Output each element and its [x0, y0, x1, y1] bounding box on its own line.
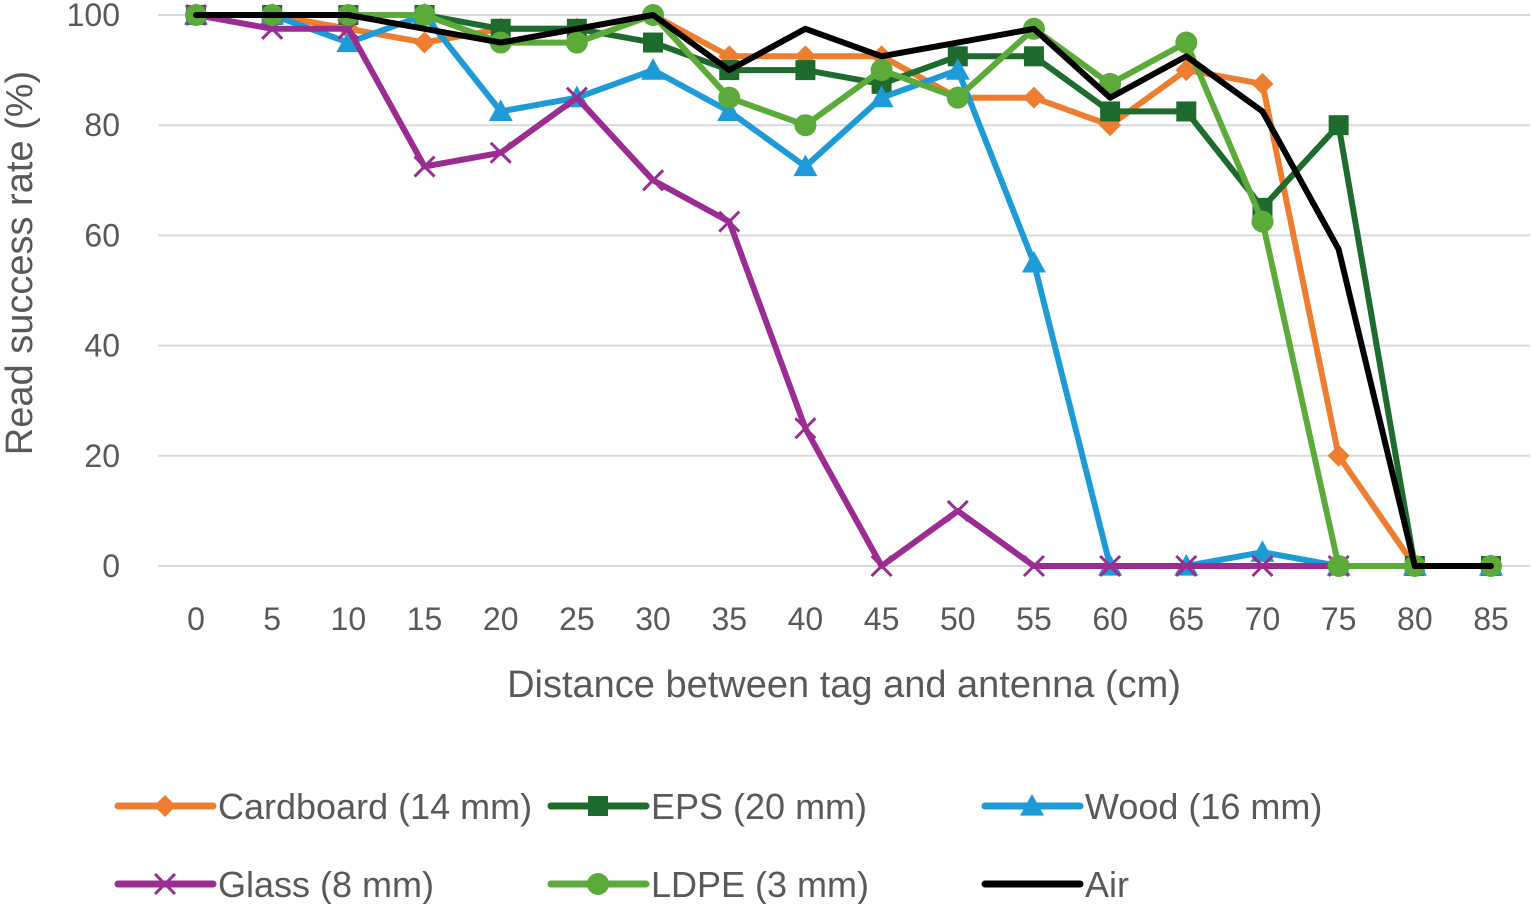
data-point: [1327, 555, 1350, 577]
data-point: [565, 86, 588, 109]
x-tick-label: 80: [1397, 601, 1433, 637]
data-point: [1250, 540, 1275, 562]
series-lines: [184, 3, 1503, 578]
x-tick-label: 10: [331, 601, 367, 637]
x-tick-label: 70: [1245, 601, 1281, 637]
data-point: [1023, 46, 1044, 67]
data-point: [1328, 115, 1349, 136]
series-line: [193, 12, 1494, 569]
series-line: [193, 12, 1494, 569]
x-tick-label: 60: [1092, 601, 1128, 637]
legend-item: Wood (16 mm): [981, 786, 1322, 827]
y-tick-label: 20: [84, 438, 120, 474]
x-tick-label: 0: [187, 601, 205, 637]
x-tick-label: 75: [1321, 601, 1357, 637]
x-axis-title: Distance between tag and antenna (cm): [507, 664, 1181, 706]
data-point: [413, 31, 436, 54]
x-tick-label: 40: [788, 601, 824, 637]
legend-item: Air: [981, 864, 1129, 905]
data-point: [718, 86, 741, 109]
x-tick-label: 45: [864, 601, 900, 637]
data-point: [718, 210, 741, 233]
data-point: [1327, 444, 1350, 467]
data-point: [1175, 31, 1198, 54]
data-point: [1022, 86, 1045, 109]
data-point: [947, 46, 968, 67]
y-tick-label: 80: [84, 107, 120, 143]
legend-label: EPS (20 mm): [651, 786, 867, 827]
data-point: [795, 60, 816, 81]
legend-label: LDPE (3 mm): [651, 864, 869, 904]
data-point: [945, 58, 970, 80]
data-point: [413, 155, 436, 178]
series-line: [193, 12, 1494, 569]
y-axis-title: Read success rate (%): [0, 71, 41, 455]
data-point: [565, 31, 588, 54]
data-point: [1175, 554, 1198, 578]
legend: Cardboard (14 mm) EPS (20 mm) Wood (16 mm)…: [114, 786, 1322, 905]
data-point: [1100, 101, 1121, 122]
data-point: [336, 30, 361, 53]
x-tick-label: 5: [263, 601, 281, 637]
data-point: [1021, 250, 1046, 273]
data-point: [489, 141, 512, 164]
series-line: [193, 12, 1342, 569]
y-tick-label: 0: [102, 548, 120, 584]
x-tick-label: 85: [1473, 601, 1509, 637]
legend-label: Cardboard (14 mm): [218, 786, 532, 827]
data-point: [1099, 554, 1122, 578]
data-point: [641, 169, 665, 192]
series-line: [193, 12, 1494, 569]
legend-label: Air: [1085, 864, 1129, 904]
data-point: [1022, 554, 1046, 578]
y-tick-label: 40: [84, 328, 120, 364]
data-point: [1176, 101, 1197, 122]
data-point: [1251, 210, 1274, 233]
data-point: [794, 114, 817, 137]
x-tick-label: 30: [635, 601, 671, 637]
legend-item: EPS (20 mm): [547, 786, 867, 827]
data-point: [413, 4, 436, 26]
data-point: [794, 417, 817, 440]
legend-label: Wood (16 mm): [1085, 786, 1322, 827]
data-point: [870, 59, 893, 82]
legend-item: Glass (8 mm): [114, 864, 434, 905]
legend-marker: [587, 873, 609, 895]
data-point: [946, 499, 969, 522]
legend-item: LDPE (3 mm): [547, 864, 869, 905]
data-point: [641, 58, 666, 80]
series-glass-8-mm: [184, 3, 1350, 578]
x-tick-label: 65: [1168, 601, 1204, 637]
x-axis-ticks: 0 5 10 15 20 25 30 35 40 45 50 55 60 65 70 75 80 85: [187, 601, 1509, 637]
series-air: [193, 12, 1494, 569]
legend-item: Cardboard (14 mm): [114, 786, 532, 827]
data-point: [643, 32, 664, 53]
data-point: [488, 99, 513, 122]
data-point: [1175, 59, 1198, 82]
legend-marker: [588, 796, 608, 816]
data-point: [946, 86, 969, 109]
x-tick-label: 55: [1016, 601, 1052, 637]
legend-marker: [154, 795, 176, 817]
data-point: [869, 85, 894, 108]
legend-label: Glass (8 mm): [218, 864, 434, 904]
x-tick-label: 20: [483, 601, 519, 637]
data-point: [793, 154, 818, 177]
data-point: [717, 99, 742, 122]
data-point: [1251, 72, 1274, 95]
y-axis-ticks: 0 20 40 60 80 100: [67, 0, 120, 584]
x-tick-label: 50: [940, 601, 976, 637]
y-tick-label: 60: [84, 217, 120, 253]
y-tick-label: 100: [67, 0, 120, 33]
x-tick-label: 35: [711, 601, 747, 637]
data-point: [1251, 554, 1274, 578]
x-tick-label: 25: [559, 601, 595, 637]
data-point: [870, 554, 893, 578]
legend-marker: [153, 872, 177, 896]
legend-marker: [1020, 794, 1044, 816]
x-tick-label: 15: [407, 601, 443, 637]
